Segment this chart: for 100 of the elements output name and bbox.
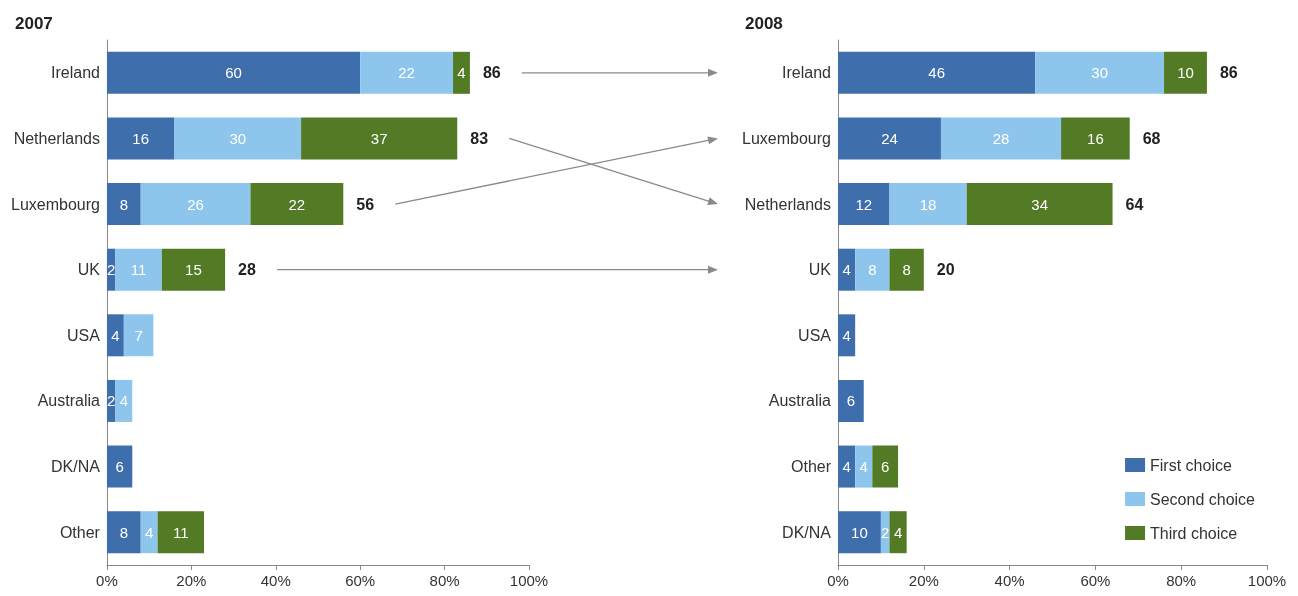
data-label: 6 <box>846 392 856 410</box>
data-label: 37 <box>370 129 388 147</box>
x-tick-label: 80% <box>1166 572 1197 589</box>
bar <box>940 117 1062 160</box>
data-label: 4 <box>119 392 128 410</box>
bar <box>174 117 302 160</box>
data-label: 22 <box>288 195 306 213</box>
bar <box>123 314 154 357</box>
bar <box>1061 117 1130 160</box>
data-label: 7 <box>134 326 143 344</box>
total-label: 86 <box>1219 64 1238 82</box>
bar <box>250 183 344 226</box>
total-label: 64 <box>1125 195 1144 213</box>
bar <box>106 183 141 226</box>
y-tick-label: Ireland <box>782 64 831 82</box>
bar <box>115 248 162 291</box>
bar <box>838 248 856 291</box>
data-label: 8 <box>119 195 128 213</box>
x-tick-label: 20% <box>176 572 207 589</box>
data-label: 4 <box>859 458 868 476</box>
bar <box>161 248 226 291</box>
bar <box>360 51 454 94</box>
data-label: 12 <box>855 195 873 213</box>
chart-title: 2007 <box>15 14 53 33</box>
data-label: 8 <box>119 523 128 541</box>
bar <box>889 248 924 291</box>
bar <box>140 183 251 226</box>
legend-label: First choice <box>1150 456 1232 474</box>
total-label: 56 <box>356 195 375 213</box>
bar <box>1164 51 1207 94</box>
y-tick-label: Other <box>59 523 101 541</box>
data-label: 24 <box>881 129 898 147</box>
bar <box>838 379 864 422</box>
bar <box>106 51 361 94</box>
total-label: 83 <box>470 129 489 147</box>
y-tick-label: Other <box>790 458 832 476</box>
bar <box>889 183 967 226</box>
y-tick-label: Australia <box>37 392 101 410</box>
bar <box>106 314 124 357</box>
x-tick-label: 0% <box>96 572 118 589</box>
total-label: 68 <box>1142 129 1161 147</box>
y-tick-label: Ireland <box>51 64 100 82</box>
data-label: 11 <box>173 523 189 541</box>
data-label: 4 <box>457 64 466 82</box>
legend-label: Third choice <box>1150 524 1238 542</box>
data-label: 60 <box>225 64 242 82</box>
data-label: 10 <box>1177 64 1194 82</box>
data-label: 30 <box>1091 64 1109 82</box>
data-label: 4 <box>842 458 851 476</box>
data-label: 4 <box>144 523 154 541</box>
bar <box>838 183 890 226</box>
bar <box>855 445 873 488</box>
data-label: 2 <box>881 523 890 541</box>
data-label: 11 <box>130 261 147 279</box>
bar <box>106 511 141 554</box>
bar <box>838 511 881 554</box>
bar <box>838 117 941 160</box>
data-label: 4 <box>842 326 851 344</box>
y-tick-label: DK/NA <box>782 523 832 541</box>
data-label: 16 <box>1087 129 1104 147</box>
y-tick-label: DK/NA <box>51 458 101 476</box>
data-label: 2 <box>106 392 116 410</box>
bar <box>140 511 158 554</box>
data-label: 6 <box>115 458 124 476</box>
y-tick-label: Netherlands <box>744 195 831 213</box>
bar <box>115 379 133 422</box>
data-label: 6 <box>881 458 890 476</box>
x-tick-label: 0% <box>827 572 849 589</box>
bar <box>838 51 1036 94</box>
x-tick-label: 80% <box>429 572 460 589</box>
data-label: 26 <box>187 195 204 213</box>
data-label: 8 <box>868 261 877 279</box>
bar <box>1035 51 1165 94</box>
legend-label: Second choice <box>1150 490 1256 508</box>
bar <box>966 183 1113 226</box>
y-tick-label: Luxembourg <box>10 195 100 213</box>
data-label: 4 <box>111 326 120 344</box>
data-label: 2 <box>106 261 116 279</box>
y-tick-label: UK <box>808 261 832 279</box>
data-label: 30 <box>229 129 247 147</box>
data-label: 18 <box>919 195 937 213</box>
x-tick-label: 60% <box>1080 572 1111 589</box>
data-label: 16 <box>132 129 150 147</box>
data-label: 28 <box>992 129 1010 147</box>
chart-title: 2008 <box>745 14 783 33</box>
total-label: 28 <box>238 261 257 279</box>
data-label: 46 <box>928 64 946 82</box>
bar <box>838 445 856 488</box>
x-tick-label: 100% <box>1247 572 1287 589</box>
data-label: 10 <box>851 523 868 541</box>
data-label: 22 <box>398 64 415 82</box>
y-tick-label: UK <box>77 261 101 279</box>
data-label: 8 <box>902 261 911 279</box>
y-tick-label: Luxembourg <box>742 129 831 147</box>
bar <box>855 248 890 291</box>
bar <box>301 117 458 160</box>
x-tick-label: 40% <box>260 572 291 589</box>
x-tick-label: 40% <box>994 572 1025 589</box>
total-label: 20 <box>936 261 955 279</box>
bar <box>106 117 175 160</box>
